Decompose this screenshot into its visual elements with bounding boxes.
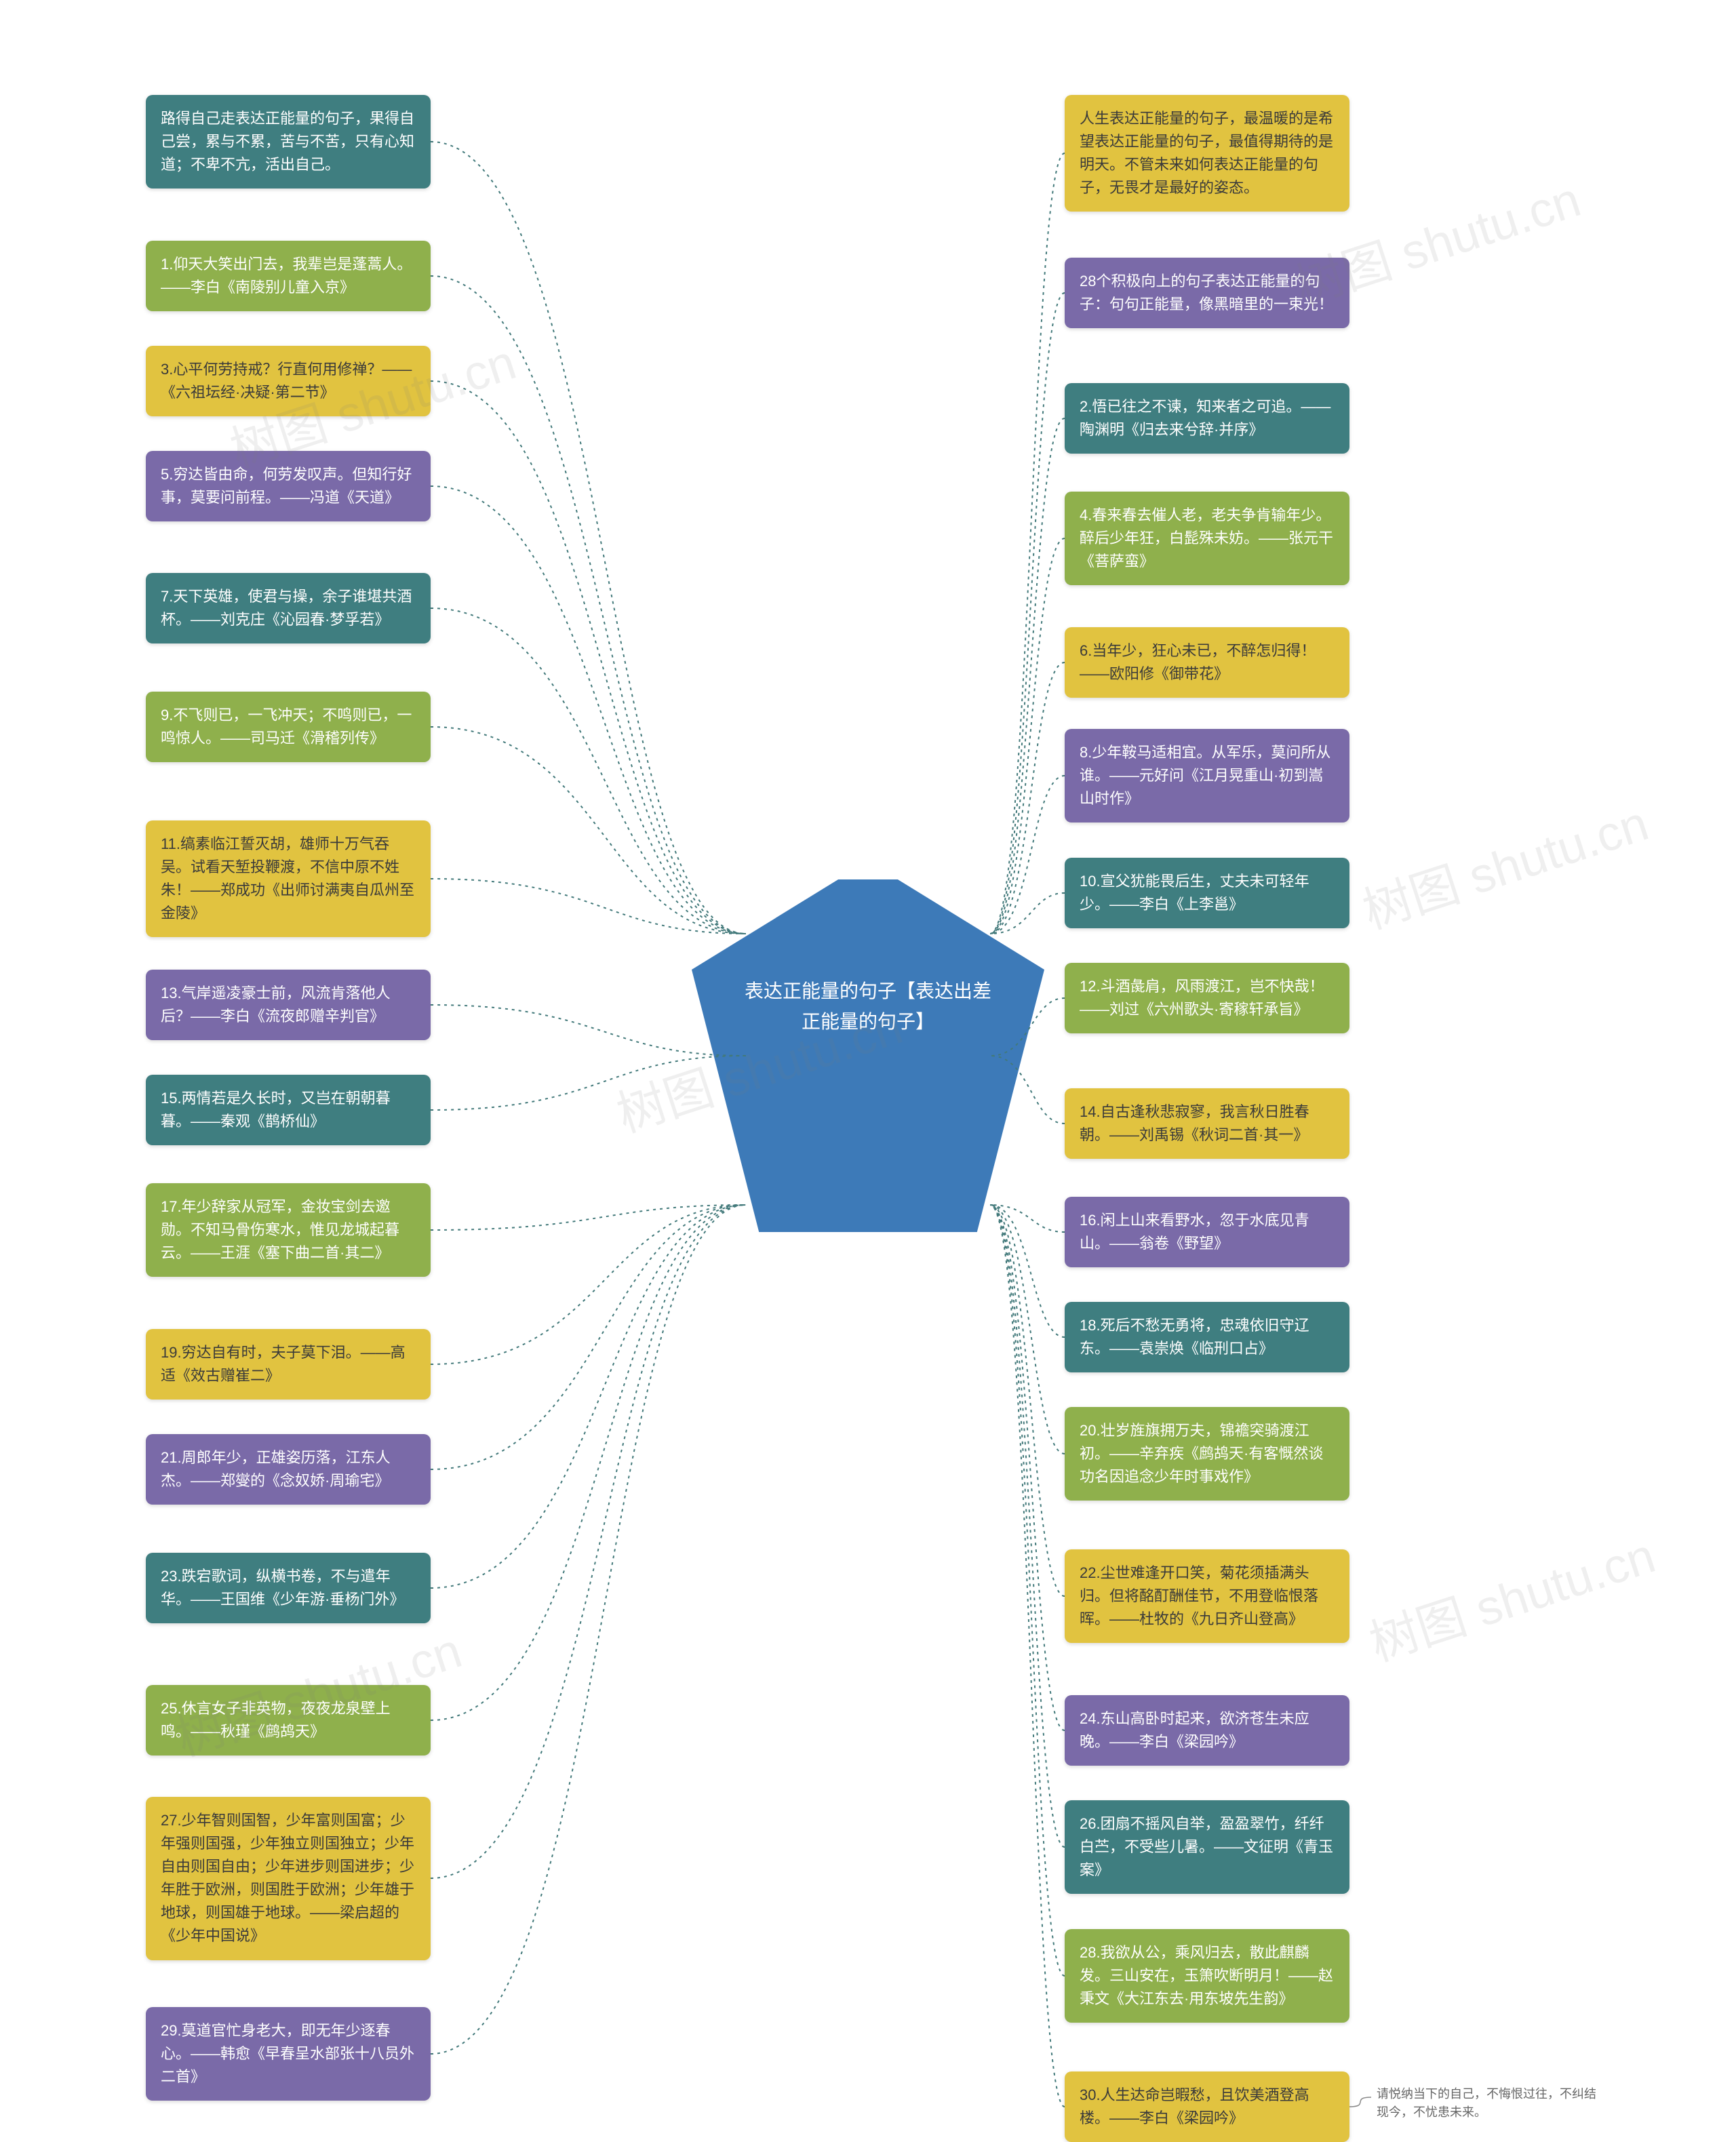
branch-card: 2.悟已往之不谏，知来者之可追。——陶渊明《归去来兮辞·并序》 [1065, 383, 1349, 454]
connector-layer [0, 0, 1736, 2111]
branch-card: 19.穷达自有时，夫子莫下泪。——高适《效古赠崔二》 [146, 1329, 431, 1400]
branch-card: 25.休言女子非英物，夜夜龙泉壁上鸣。——秋瑾《鹧鸪天》 [146, 1685, 431, 1756]
branch-card: 人生表达正能量的句子，最温暖的是希望表达正能量的句子，最值得期待的是明天。不管未… [1065, 95, 1349, 212]
branch-card: 13.气岸遥凌豪士前，风流肯落他人后？——李白《流夜郎赠辛判官》 [146, 970, 431, 1040]
branch-card: 路得自己走表达正能量的句子，果得自己尝，累与不累，苦与不苦，只有心知道；不卑不亢… [146, 95, 431, 189]
branch-card: 5.穷达皆由命，何劳发叹声。但知行好事，莫要问前程。——冯道《天道》 [146, 451, 431, 521]
branch-card: 16.闲上山来看野水，忽于水底见青山。——翁卷《野望》 [1065, 1197, 1349, 1267]
branch-card: 20.壮岁旌旗拥万夫，锦襜突骑渡江初。——辛弃疾《鹧鸪天·有客慨然谈功名因追念少… [1065, 1407, 1349, 1501]
branch-card: 10.宣父犹能畏后生，丈夫未可轻年少。——李白《上李邕》 [1065, 858, 1349, 928]
branch-card: 12.斗酒彘肩，风雨渡江，岂不快哉！——刘过《六州歌头·寄稼轩承旨》 [1065, 963, 1349, 1033]
branch-card: 28个积极向上的句子表达正能量的句子：句句正能量，像黑暗里的一束光！ [1065, 258, 1349, 328]
branch-card: 6.当年少，狂心未已，不醉怎归得！——欧阳修《御带花》 [1065, 627, 1349, 698]
branch-card: 28.我欲从公，乘风归去，散此麒麟发。三山安在，玉箫吹断明月！——赵秉文《大江东… [1065, 1929, 1349, 2023]
center-node-label: 表达正能量的句子【表达出差正能量的句子】 [739, 976, 997, 1037]
branch-card: 7.天下英雄，使君与操，余子谁堪共酒杯。——刘克庄《沁园春·梦孚若》 [146, 573, 431, 643]
branch-card: 14.自古逢秋悲寂寥，我言秋日胜春朝。——刘禹锡《秋词二首·其一》 [1065, 1088, 1349, 1159]
branch-card: 11.缟素临江誓灭胡，雄师十万气吞吴。试看天堑投鞭渡，不信中原不姓朱！——郑成功… [146, 820, 431, 937]
branch-card: 26.团扇不摇风自举，盈盈翠竹，纤纤白苎，不受些儿暑。——文征明《青玉案》 [1065, 1800, 1349, 1894]
branch-card: 3.心平何劳持戒？行直何用修禅？——《六祖坛经·决疑·第二节》 [146, 346, 431, 416]
branch-card: 27.少年智则国智，少年富则国富；少年强则国强，少年独立则国独立；少年自由则国自… [146, 1797, 431, 1960]
branch-card: 17.年少辞家从冠军，金妆宝剑去邀勋。不知马骨伤寒水，惟见龙城起暮云。——王涯《… [146, 1183, 431, 1277]
branch-card: 24.东山高卧时起来，欲济苍生未应晚。——李白《梁园吟》 [1065, 1695, 1349, 1766]
branch-card: 9.不飞则已，一飞冲天；不鸣则已，一鸣惊人。——司马迁《滑稽列传》 [146, 692, 431, 762]
branch-card: 21.周郎年少，正雄姿历落，江东人杰。——郑燮的《念奴娇·周瑜宅》 [146, 1434, 431, 1505]
branch-card: 18.死后不愁无勇将，忠魂依旧守辽东。——袁崇焕《临刑口占》 [1065, 1302, 1349, 1372]
branch-card: 22.尘世难逢开口笑，菊花须插满头归。但将酩酊酬佳节，不用登临恨落晖。——杜牧的… [1065, 1549, 1349, 1643]
branch-card: 15.两情若是久长时，又岂在朝朝暮暮。——秦观《鹊桥仙》 [146, 1075, 431, 1145]
mindmap-canvas: 表达正能量的句子【表达出差正能量的句子】 路得自己走表达正能量的句子，果得自己尝… [0, 0, 1736, 2111]
branch-card: 1.仰天大笑出门去，我辈岂是蓬蒿人。——李白《南陵别儿童入京》 [146, 241, 431, 311]
branch-card: 30.人生达命岂暇愁，且饮美酒登高楼。——李白《梁园吟》 [1065, 2071, 1349, 2142]
branch-card: 4.春来春去催人老，老夫争肯输年少。醉后少年狂，白髭殊未妨。——张元干《菩萨蛮》 [1065, 492, 1349, 585]
sub-note: 请悦纳当下的自己，不悔恨过往，不纠结现今，不忧患未来。 [1377, 2085, 1607, 2122]
branch-card: 8.少年鞍马适相宜。从军乐，莫问所从谁。——元好问《江月晃重山·初到嵩山时作》 [1065, 729, 1349, 822]
branch-card: 23.跌宕歌词，纵横书卷，不与遣年华。——王国维《少年游·垂杨门外》 [146, 1553, 431, 1623]
branch-card: 29.莫道官忙身老大，即无年少逐春心。——韩愈《早春呈水部张十八员外二首》 [146, 2007, 431, 2101]
